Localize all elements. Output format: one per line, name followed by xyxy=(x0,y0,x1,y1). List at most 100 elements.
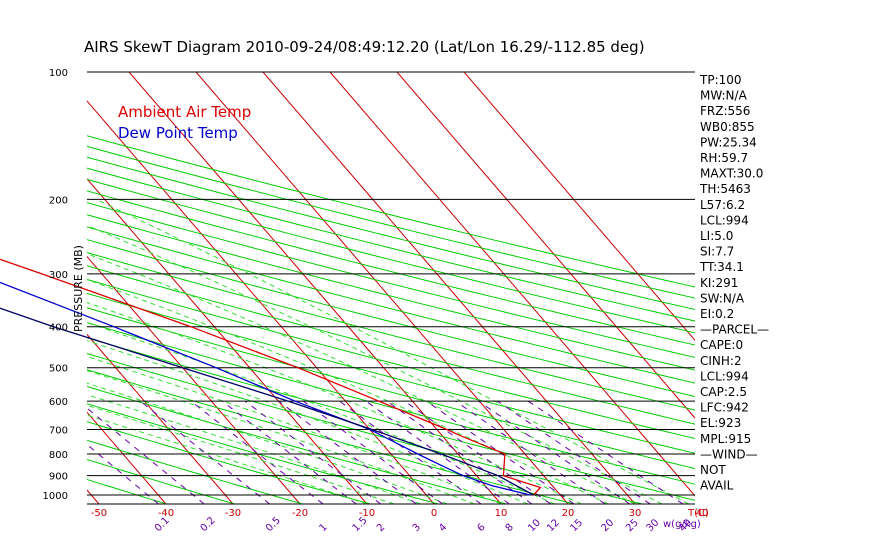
index-entry: WB0:855 xyxy=(700,120,755,134)
mixing-ratio-label: 8 xyxy=(504,522,516,534)
index-entry: —WIND— xyxy=(700,447,758,461)
isotherm-line xyxy=(329,72,695,497)
index-entry: EL:923 xyxy=(700,416,741,430)
mixing-ratio-label: 25 xyxy=(624,517,641,534)
profile-line xyxy=(0,258,542,496)
mixing-ratio-line xyxy=(190,400,324,504)
dry-adiabat-line xyxy=(87,156,695,310)
dry-adiabat-line xyxy=(87,190,695,346)
moist-adiabat-line xyxy=(87,302,582,504)
mixing-ratio-label: 1 xyxy=(317,522,329,534)
isotherm-line xyxy=(128,72,502,504)
pressure-tick-label: 400 xyxy=(49,323,68,334)
profile-line xyxy=(0,281,531,496)
index-entry: TT:34.1 xyxy=(699,260,744,274)
index-entry: CAPE:0 xyxy=(700,338,743,352)
legend-ambient-air-temp: Ambient Air Temp xyxy=(118,103,251,121)
mixing-ratio-label: 6 xyxy=(475,522,487,534)
index-entry: RH:59.7 xyxy=(700,151,748,165)
dry-adiabat-line xyxy=(87,322,695,485)
mixing-ratio-label: 0.2 xyxy=(199,515,218,534)
moist-adiabat-line xyxy=(95,198,689,504)
dry-adiabat-line xyxy=(87,135,695,288)
mixing-ratio-unit-label: w(g/kg) xyxy=(663,519,701,530)
dry-adiabat-line xyxy=(87,403,439,504)
pressure-tick-label: 500 xyxy=(49,364,68,375)
mixing-ratio-line xyxy=(303,400,443,504)
dry-adiabat-line xyxy=(87,353,643,504)
index-entry: TH:5463 xyxy=(699,182,751,196)
index-entry: AVAIL xyxy=(700,479,734,493)
isotherm-line xyxy=(396,72,695,419)
dry-adiabat-line xyxy=(87,292,695,454)
dry-adiabat-line xyxy=(87,278,695,440)
index-entry: —PARCEL— xyxy=(700,323,769,337)
index-entry: LCL:994 xyxy=(700,369,749,383)
dry-adiabat-line xyxy=(87,369,575,504)
pressure-tick-label: 700 xyxy=(49,426,68,437)
isotherm-line xyxy=(87,255,301,504)
index-entry: PW:25.34 xyxy=(700,135,757,149)
pressure-tick-label: 900 xyxy=(49,472,68,483)
index-entry: MPL:915 xyxy=(700,432,751,446)
dry-adiabat-line xyxy=(87,421,371,504)
dry-adiabat-line xyxy=(87,202,695,358)
isotherm-line xyxy=(262,72,636,504)
dry-adiabat-line xyxy=(87,226,695,384)
index-entry: NOT xyxy=(700,463,726,477)
dry-adiabat-line xyxy=(87,239,695,397)
profile-line xyxy=(0,307,534,496)
index-entry: KI:291 xyxy=(700,276,738,290)
pressure-tick-label: 300 xyxy=(49,270,68,281)
index-entry: SI:7.7 xyxy=(700,245,734,259)
index-entry: LCL:994 xyxy=(700,213,749,227)
dry-adiabat-line xyxy=(87,385,507,504)
moist-adiabat-line xyxy=(87,279,609,504)
mixing-ratio-label: 15 xyxy=(568,517,585,534)
profiles-layer xyxy=(0,258,542,496)
moist-adiabat-line xyxy=(87,370,475,504)
chart-title: AIRS SkewT Diagram 2010-09-24/08:49:12.2… xyxy=(84,38,645,56)
pressure-tick-label: 600 xyxy=(49,397,68,408)
bottom-temp-tick-label: -20 xyxy=(292,508,308,519)
pressure-tick-label: 200 xyxy=(49,195,68,206)
isotherm-line xyxy=(87,100,435,504)
moist-adiabat-line xyxy=(87,404,394,504)
y-axis-label: PRESSURE (MB) xyxy=(72,245,85,332)
index-entry: TP:100 xyxy=(699,73,742,87)
plot-area xyxy=(87,72,695,504)
bottom-temp-tick-label: 30 xyxy=(629,508,642,519)
index-entry: SW:N/A xyxy=(700,291,745,305)
dry-adiabat-line xyxy=(87,214,695,371)
index-entry: LI:5.0 xyxy=(700,229,733,243)
bottom-temp-tick-label: -10 xyxy=(359,508,375,519)
bottom-temp-tick-label: -30 xyxy=(225,508,241,519)
index-entry: CAP:2.5 xyxy=(700,385,747,399)
bottom-temp-tick-label: 10 xyxy=(495,508,508,519)
mixing-ratio-label: 2 xyxy=(375,522,387,534)
bottom-temp-unit-label: T(C) xyxy=(687,508,709,519)
bottom-temp-tick-label: -50 xyxy=(91,508,107,519)
dry-adiabat-line xyxy=(87,337,695,501)
dry-adiabat-line xyxy=(87,167,695,322)
mixing-ratio-label: 4 xyxy=(437,522,449,534)
bottom-temp-tick-label: 20 xyxy=(562,508,575,519)
moist-adiabat-line xyxy=(87,322,555,504)
pressure-tick-label: 1000 xyxy=(43,491,68,502)
mixing-ratio-line xyxy=(87,407,205,504)
mixing-ratio-label: 20 xyxy=(599,517,616,534)
index-entry: FRZ:556 xyxy=(700,104,750,118)
bottom-temp-tick-label: 40 xyxy=(696,508,709,519)
isotherm-line xyxy=(87,411,167,504)
index-entry: CINH:2 xyxy=(700,354,742,368)
bottom-temp-tick-label: 0 xyxy=(431,508,437,519)
grid-layer xyxy=(87,71,695,505)
index-entry: EI:0.2 xyxy=(700,307,734,321)
index-entry: MW:N/A xyxy=(700,89,748,103)
index-entry: LFC:942 xyxy=(700,401,749,415)
pressure-tick-label: 800 xyxy=(49,450,68,461)
mixing-ratio-label: 12 xyxy=(545,517,562,534)
